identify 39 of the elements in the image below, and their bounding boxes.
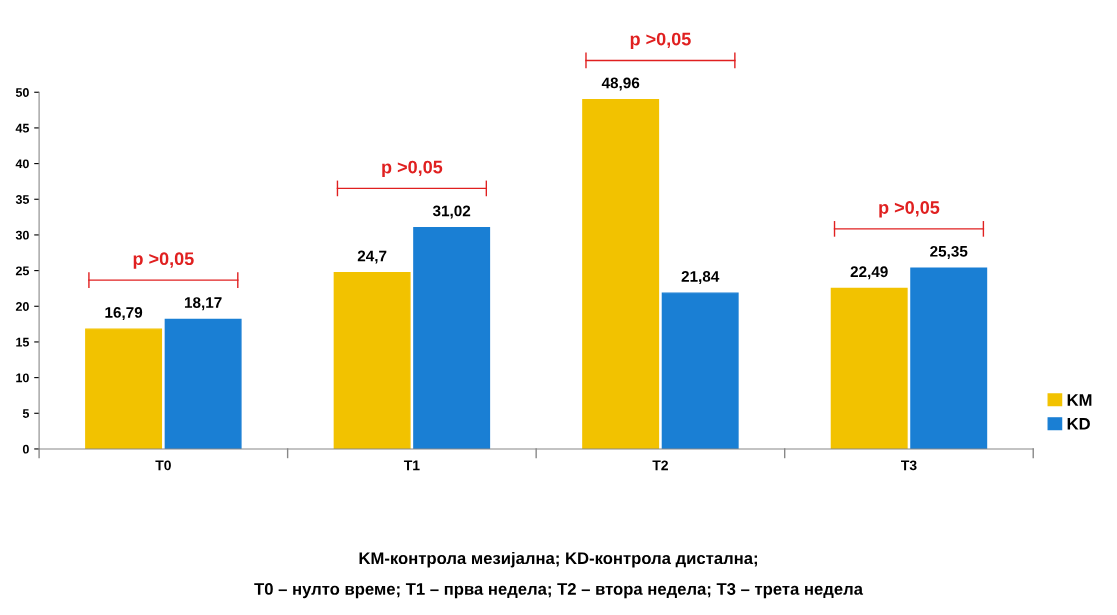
y-tick-label: 5 bbox=[22, 409, 30, 418]
bar bbox=[164, 318, 242, 449]
x-tick-label: T1 bbox=[403, 460, 420, 471]
bar bbox=[661, 292, 739, 449]
data-label: 18,17 bbox=[184, 297, 222, 311]
data-label: 48,96 bbox=[601, 77, 640, 91]
bar bbox=[910, 267, 988, 449]
bar bbox=[582, 98, 660, 449]
y-tick-label: 0 bbox=[22, 444, 29, 454]
y-tick-label: 45 bbox=[15, 123, 30, 133]
text: T0 – нулто време; T1 – прва недела; T2 – втора недела; T3 – трета недела bbox=[254, 583, 864, 599]
x-tick-label: T2 bbox=[652, 460, 668, 471]
bar bbox=[85, 328, 163, 449]
y-tick-label: 30 bbox=[15, 230, 29, 240]
bar bbox=[830, 287, 908, 449]
bar bbox=[413, 226, 491, 449]
annotation: p >0,05 bbox=[133, 252, 194, 269]
data-label: 22,49 bbox=[850, 266, 888, 280]
bar bbox=[333, 272, 411, 449]
data-label: 21,84 bbox=[681, 270, 720, 285]
y-tick-label: 20 bbox=[15, 302, 29, 311]
y-tick-label: 10 bbox=[16, 373, 29, 383]
data-label: 31,02 bbox=[432, 205, 471, 219]
y-tick-label: 15 bbox=[16, 337, 30, 347]
data-label: 16,79 bbox=[105, 307, 143, 321]
legend-label: KD bbox=[1067, 418, 1090, 430]
text: p >0,05 bbox=[630, 32, 691, 50]
annotation: p >0,05 bbox=[382, 160, 443, 177]
annotation: p >0,05 bbox=[879, 201, 940, 218]
x-tick-label: T0 bbox=[155, 460, 171, 471]
legend-label: KM bbox=[1067, 394, 1092, 406]
data-label: 24,7 bbox=[357, 250, 387, 264]
y-tick-label: 40 bbox=[15, 159, 29, 169]
data-label: 25,35 bbox=[930, 245, 968, 259]
y-tick-label: 35 bbox=[15, 195, 30, 204]
text: KM-контрола мезијална; KD-контрола дистална; bbox=[359, 551, 757, 568]
x-tick-label: T3 bbox=[901, 460, 917, 471]
y-tick-label: 25 bbox=[15, 266, 30, 276]
y-tick-label: 50 bbox=[15, 88, 29, 97]
